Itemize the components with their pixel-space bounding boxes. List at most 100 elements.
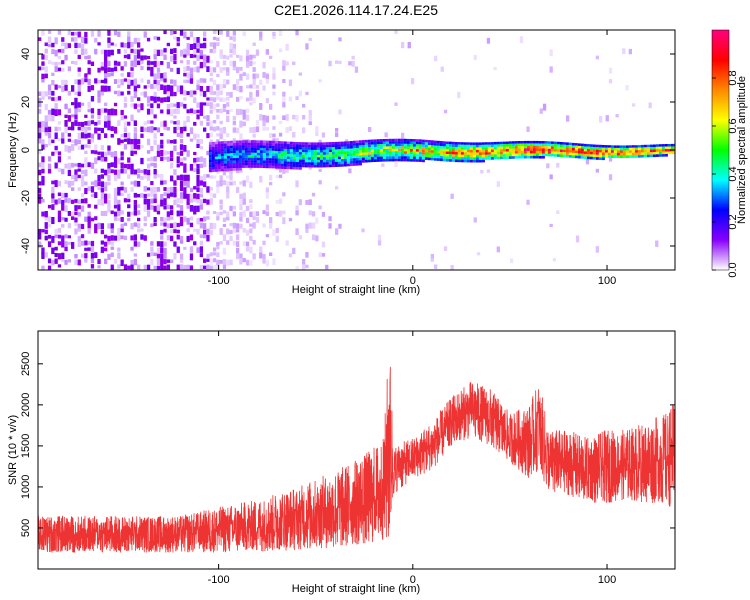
noise-cell bbox=[127, 84, 131, 89]
signal-cell bbox=[382, 144, 386, 147]
signal-cell bbox=[517, 143, 521, 147]
noise-cell bbox=[140, 66, 144, 71]
noise-cell bbox=[100, 187, 104, 193]
noise-cell bbox=[308, 199, 312, 205]
signal-cell bbox=[592, 149, 596, 153]
noise-cell bbox=[80, 48, 85, 56]
signal-cell bbox=[376, 151, 380, 155]
signal-cell bbox=[283, 166, 287, 169]
signal-cell bbox=[247, 140, 251, 143]
signal-cell bbox=[304, 149, 308, 153]
signal-cell bbox=[634, 145, 638, 148]
noise-cell bbox=[170, 79, 174, 84]
signal-cell bbox=[319, 152, 323, 155]
noise-cell bbox=[193, 97, 197, 103]
signal-cell bbox=[403, 143, 407, 147]
noise-cell bbox=[252, 85, 256, 89]
noise-cell bbox=[196, 174, 200, 182]
noise-cell bbox=[269, 217, 273, 224]
signal-cell bbox=[415, 141, 419, 145]
signal-cell bbox=[415, 156, 419, 160]
noise-cell bbox=[163, 265, 167, 270]
signal-cell bbox=[379, 159, 383, 162]
noise-cell bbox=[193, 133, 197, 140]
noise-cell bbox=[38, 138, 42, 144]
signal-cell bbox=[499, 154, 503, 157]
noise-cell bbox=[80, 126, 85, 131]
signal-cell bbox=[373, 156, 377, 160]
signal-cell bbox=[520, 143, 524, 147]
signal-cell bbox=[328, 147, 332, 150]
noise-cell bbox=[153, 186, 157, 193]
noise-cell bbox=[117, 61, 121, 66]
signal-cell bbox=[331, 142, 335, 145]
noise-cell bbox=[84, 37, 88, 44]
noise-cell bbox=[232, 180, 236, 186]
noise-cell bbox=[269, 103, 273, 110]
colorbar-gradient bbox=[712, 30, 729, 270]
noise-cell bbox=[252, 253, 256, 260]
signal-cell bbox=[400, 146, 404, 149]
noise-cell bbox=[160, 150, 164, 157]
noise-cell bbox=[305, 252, 309, 258]
noise-cell bbox=[183, 180, 187, 187]
noise-cell bbox=[252, 216, 256, 221]
noise-cell bbox=[239, 85, 243, 93]
noise-cell bbox=[47, 258, 52, 264]
noise-cell bbox=[104, 169, 108, 176]
signal-cell bbox=[325, 164, 329, 168]
signal-cell bbox=[451, 154, 455, 157]
signal-cell bbox=[235, 165, 239, 169]
signal-cell bbox=[568, 142, 572, 146]
signal-cell bbox=[238, 142, 242, 146]
signal-cell bbox=[373, 139, 377, 142]
signal-cell bbox=[244, 145, 248, 148]
noise-cell bbox=[625, 85, 629, 91]
noise-cell bbox=[130, 144, 134, 151]
noise-cell bbox=[150, 126, 154, 133]
signal-cell bbox=[325, 147, 329, 150]
noise-cell bbox=[282, 217, 286, 225]
signal-cell bbox=[607, 150, 611, 153]
signal-cell bbox=[343, 141, 347, 144]
signal-cell bbox=[637, 145, 641, 148]
noise-cell bbox=[252, 67, 256, 72]
noise-cell bbox=[38, 37, 42, 41]
noise-cell bbox=[47, 43, 52, 47]
spectrogram-y-tick-label: -20 bbox=[20, 190, 32, 206]
signal-cell bbox=[244, 162, 248, 166]
signal-cell bbox=[535, 155, 539, 159]
noise-cell bbox=[38, 198, 42, 204]
noise-cell bbox=[166, 96, 170, 102]
signal-cell bbox=[490, 144, 494, 148]
noise-cell bbox=[130, 235, 134, 241]
noise-cell bbox=[368, 127, 372, 132]
signal-cell bbox=[280, 161, 284, 164]
noise-cell bbox=[120, 79, 124, 86]
noise-cell bbox=[137, 97, 141, 101]
signal-cell bbox=[259, 160, 263, 163]
noise-cell bbox=[77, 108, 81, 113]
signal-cell bbox=[280, 148, 284, 152]
noise-cell bbox=[153, 79, 157, 86]
signal-cell bbox=[343, 146, 347, 149]
signal-cell bbox=[331, 152, 335, 155]
noise-cell bbox=[97, 222, 101, 230]
noise-cell bbox=[87, 241, 91, 245]
noise-cell bbox=[275, 138, 279, 143]
noise-cell bbox=[140, 126, 144, 132]
signal-cell bbox=[487, 144, 491, 148]
noise-cell bbox=[143, 91, 147, 98]
signal-cell bbox=[382, 146, 386, 150]
noise-cell bbox=[288, 79, 293, 87]
signal-cell bbox=[364, 144, 368, 148]
noise-cell bbox=[245, 205, 250, 211]
signal-cell bbox=[565, 144, 569, 148]
noise-cell bbox=[295, 30, 299, 36]
noise-cell bbox=[51, 186, 55, 194]
signal-cell bbox=[481, 159, 485, 163]
signal-cell bbox=[319, 162, 323, 165]
signal-cell bbox=[283, 161, 287, 164]
signal-cell bbox=[472, 147, 476, 150]
signal-cell bbox=[271, 150, 275, 154]
